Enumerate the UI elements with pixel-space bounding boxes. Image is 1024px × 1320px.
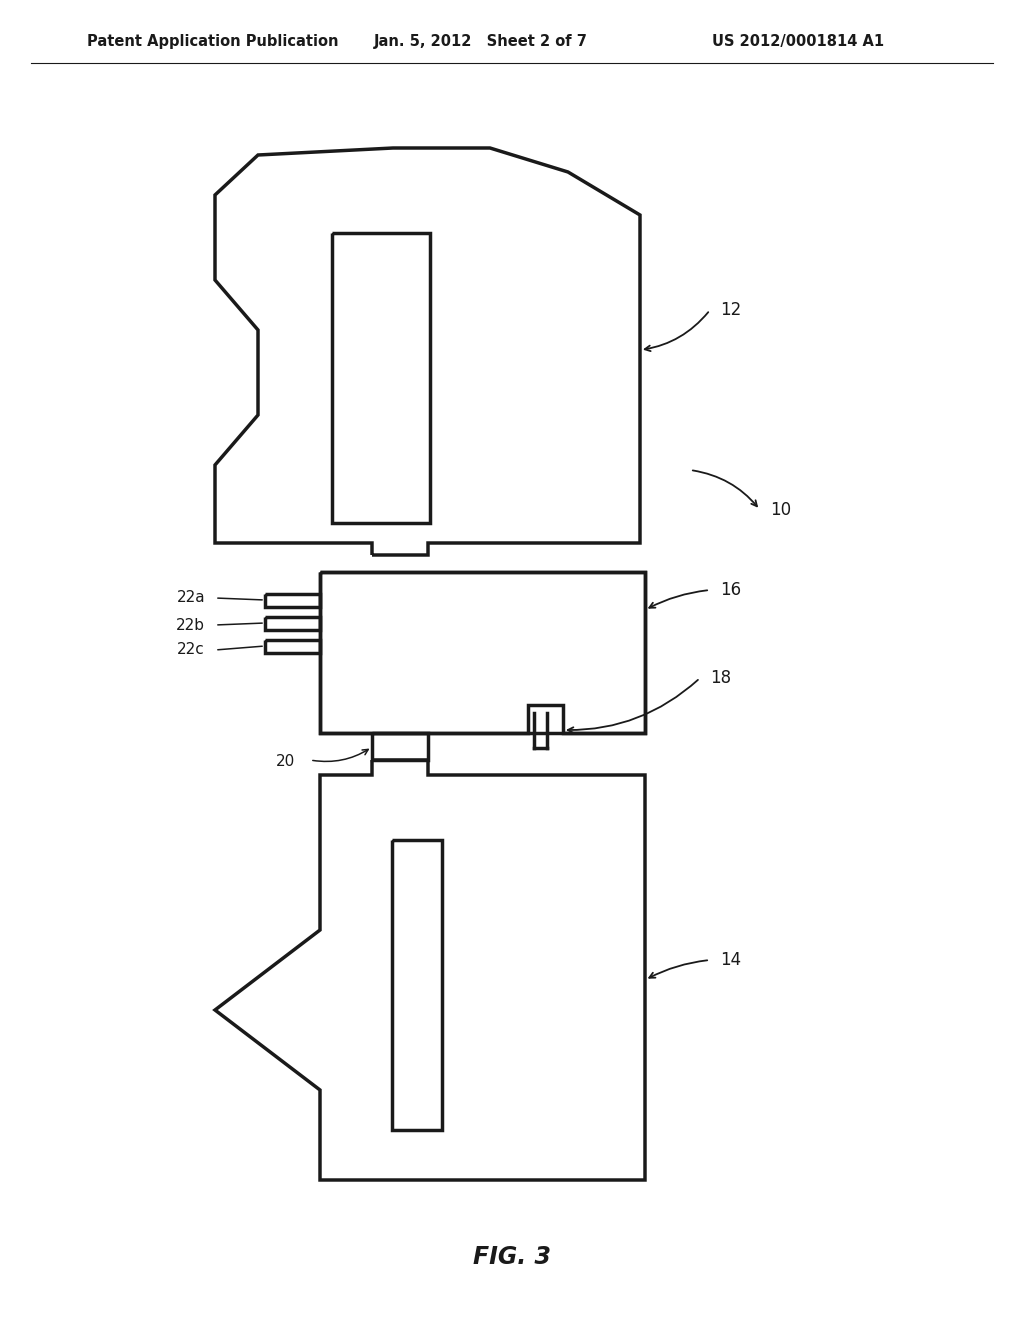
Text: Jan. 5, 2012   Sheet 2 of 7: Jan. 5, 2012 Sheet 2 of 7 bbox=[374, 34, 588, 49]
Text: 18: 18 bbox=[710, 669, 731, 686]
Text: 16: 16 bbox=[720, 581, 741, 599]
Text: 22b: 22b bbox=[176, 618, 205, 632]
Text: FIG. 3: FIG. 3 bbox=[473, 1245, 551, 1269]
Text: 22c: 22c bbox=[177, 643, 205, 657]
Text: 22a: 22a bbox=[176, 590, 205, 606]
Text: 20: 20 bbox=[275, 755, 295, 770]
Text: 14: 14 bbox=[720, 950, 741, 969]
Text: US 2012/0001814 A1: US 2012/0001814 A1 bbox=[712, 34, 884, 49]
Text: 10: 10 bbox=[770, 502, 792, 519]
Text: 12: 12 bbox=[720, 301, 741, 319]
Text: Patent Application Publication: Patent Application Publication bbox=[87, 34, 339, 49]
